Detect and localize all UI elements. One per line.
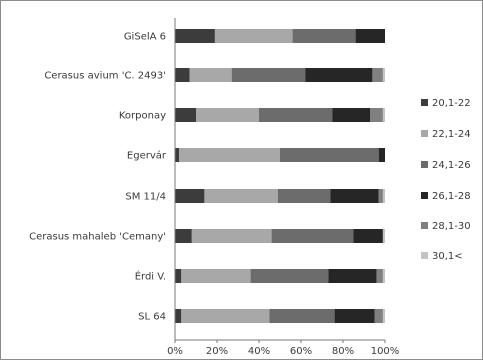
legend-label: 26,1-28 [432,191,471,202]
bar-segment-4-1 [175,148,180,162]
bar-segment-2-3 [231,68,306,82]
bar-segment-2-5 [372,68,383,82]
bar-segment-3-3 [259,108,333,122]
bar-segment-7-4 [328,269,377,283]
bar-segment-7-3 [250,269,329,283]
category-label: Cerasus avium 'C. 2493' [44,71,166,82]
bar-segment-1-2 [214,29,293,43]
bar-segment-6-1 [175,229,192,243]
legend-swatch [421,161,428,168]
bar-segment-4-3 [280,148,379,162]
category-label: Korponay [119,111,166,122]
bar-segment-5-3 [277,189,331,203]
bar-segment-6-4 [353,229,383,243]
bar-segment-8-2 [181,309,270,323]
bar-segment-3-2 [196,108,259,122]
bar-segment-6-2 [191,229,272,243]
x-tick-label: 80% [332,346,354,357]
category-label: Érdi V. [135,270,166,283]
bar-segment-5-4 [330,189,379,203]
legend-label: 30,1< [432,251,463,262]
bar-segment-7-1 [175,269,182,283]
bar-segment-4-2 [179,148,280,162]
bar-segment-4-4 [378,148,385,162]
bar-segment-3-1 [175,108,196,122]
bar-segment-5-1 [175,189,205,203]
bar-segment-8-3 [269,309,335,323]
legend-swatch [421,222,428,229]
legend-swatch [421,252,428,259]
legend-swatch [421,99,428,106]
bar-segment-6-6 [382,229,385,243]
x-tick-label: 100% [371,346,400,357]
bar-segment-2-6 [382,68,385,82]
bar-segment-1-4 [355,29,385,43]
bar-segment-5-5 [378,189,383,203]
bar-segment-2-1 [175,68,190,82]
category-label: Cerasus mahaleb 'Cemany' [29,232,166,243]
x-axis: 0% 20% 40% 60% 80% 100% [167,18,399,357]
bar-segment-3-6 [382,108,385,122]
bar-segment-8-6 [382,309,385,323]
bar-segment-8-4 [334,309,375,323]
legend-label: 22,1-24 [432,129,471,140]
category-label: SM 11/4 [125,192,166,203]
bar-segment-1-1 [175,29,215,43]
category-label: SL 64 [138,312,166,323]
legend-swatch [421,130,428,137]
bar-segment-6-3 [271,229,354,243]
bar-segment-2-4 [305,68,373,82]
bar-segment-2-2 [189,68,232,82]
category-labels: GiSelA 6 Cerasus avium 'C. 2493' Korponay E… [29,32,167,323]
bar-segment-8-5 [374,309,383,323]
bar-segment-8-1 [175,309,182,323]
category-label: GiSelA 6 [124,32,166,43]
bar-segment-7-6 [382,269,385,283]
bars-layer [175,29,385,323]
x-tick-label: 0% [167,346,183,357]
bar-segment-3-5 [370,108,383,122]
bar-segment-1-3 [292,29,356,43]
legend-label: 24,1-26 [432,160,471,171]
bar-segment-5-6 [382,189,385,203]
x-tick-label: 40% [248,346,270,357]
legend: 20,1-22 22,1-24 24,1-26 26,1-28 28,1-30 30,1< [421,98,471,262]
x-tick-label: 20% [206,346,228,357]
legend-label: 20,1-22 [432,98,471,109]
bar-segment-5-2 [204,189,278,203]
category-label: Egervár [127,150,167,162]
legend-swatch [421,192,428,199]
legend-label: 28,1-30 [432,221,471,232]
bar-segment-7-5 [376,269,383,283]
x-tick-label: 60% [290,346,312,357]
bar-segment-7-2 [181,269,251,283]
bar-segment-3-4 [332,108,371,122]
